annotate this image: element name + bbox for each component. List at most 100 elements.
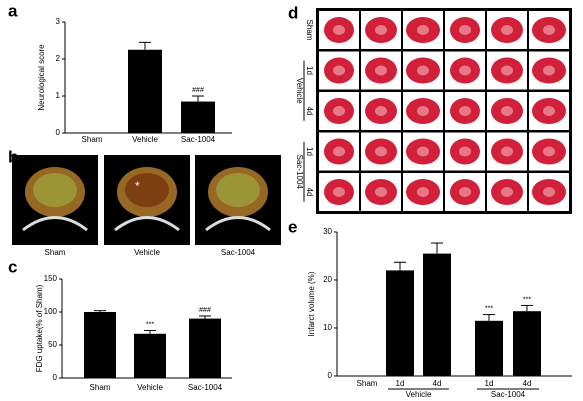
- y-tick-label: 50: [48, 340, 57, 349]
- error-bar: [94, 310, 106, 312]
- slice-detail: [375, 25, 387, 35]
- bar: [513, 311, 541, 376]
- slice-detail: [543, 187, 555, 197]
- brain-scan: [33, 173, 77, 207]
- error-bar: [199, 315, 211, 319]
- slice-detail: [459, 187, 471, 197]
- slice-detail: [501, 25, 513, 35]
- slice-detail: [375, 65, 387, 76]
- y-tick-label: 150: [44, 274, 58, 283]
- slice-detail: [543, 25, 555, 35]
- significance: ***: [523, 296, 531, 303]
- slice-detail: [417, 25, 429, 35]
- skull: [114, 216, 180, 232]
- row-label: 4d: [305, 188, 314, 197]
- x-tick-label: Sac-1004: [181, 135, 216, 144]
- y-tick-label: 100: [44, 307, 58, 316]
- x-tick-label: 1d: [396, 379, 405, 388]
- slice-detail: [333, 106, 345, 116]
- brain-scan: [125, 173, 169, 207]
- row-label: 4d: [305, 107, 314, 116]
- slice-detail: [375, 146, 387, 157]
- y-tick-label: 2: [56, 54, 61, 63]
- bar: [475, 320, 503, 376]
- image-label: Vehicle: [134, 248, 160, 257]
- y-axis-label: Neurological score: [37, 44, 46, 111]
- slice-detail: [459, 146, 471, 157]
- y-tick-label: 10: [323, 323, 332, 332]
- error-bar: [192, 95, 204, 102]
- slice-detail: [417, 65, 429, 76]
- slice-detail: [375, 106, 387, 116]
- skull: [22, 216, 88, 232]
- bar: [181, 101, 215, 133]
- skull: [205, 216, 271, 232]
- slice-detail: [333, 187, 345, 197]
- x-tick-label: 4d: [433, 379, 442, 388]
- panel-letter: c: [8, 257, 17, 276]
- group-label: Vehicle: [295, 78, 304, 104]
- x-tick-label: Vehicle: [132, 135, 158, 144]
- slice-detail: [501, 146, 513, 157]
- x-tick-label: Sham: [82, 135, 103, 144]
- error-bar: [431, 242, 443, 254]
- slice-detail: [501, 65, 513, 76]
- y-axis-label: FDG uptake(% of Sham): [35, 284, 44, 372]
- bar: [189, 318, 221, 378]
- group-label: Sac-1004: [491, 390, 526, 399]
- y-tick-label: 30: [323, 227, 332, 236]
- slice-detail: [333, 65, 345, 76]
- slice-detail: [375, 187, 387, 197]
- y-tick-label: 0: [53, 373, 58, 382]
- x-tick-label: Sham: [90, 383, 111, 392]
- group-label: Sac-1004: [295, 155, 304, 190]
- row-label: Sham: [305, 20, 314, 41]
- slice-detail: [417, 187, 429, 197]
- row-label: 1d: [305, 147, 314, 156]
- significance: ###: [199, 307, 211, 314]
- slice-detail: [459, 106, 471, 116]
- slice-detail: [417, 146, 429, 157]
- image-label: Sham: [45, 248, 66, 257]
- bar: [84, 312, 116, 378]
- y-tick-label: 1: [56, 91, 61, 100]
- y-axis-label: Infarct volume (%): [307, 271, 316, 336]
- image-label: Sac-1004: [221, 248, 256, 257]
- bar: [423, 253, 451, 376]
- marker: *: [135, 179, 140, 193]
- error-bar: [144, 329, 156, 334]
- y-tick-label: 0: [328, 371, 333, 380]
- slice-detail: [459, 65, 471, 76]
- x-tick-label: 4d: [523, 379, 532, 388]
- x-tick-label: Sham: [357, 379, 378, 388]
- error-bar: [521, 304, 533, 312]
- significance: ***: [485, 305, 493, 312]
- bar: [386, 270, 414, 376]
- row-label: 1d: [305, 66, 314, 75]
- panel-letter: e: [288, 217, 297, 236]
- bar: [134, 333, 166, 378]
- significance: ***: [146, 321, 154, 328]
- group-label: Vehicle: [406, 390, 432, 399]
- significance: ###: [192, 87, 204, 94]
- y-tick-label: 3: [56, 17, 61, 26]
- x-tick-label: 1d: [485, 379, 494, 388]
- slice-detail: [333, 25, 345, 35]
- slice-detail: [501, 187, 513, 197]
- slice-detail: [333, 146, 345, 157]
- error-bar: [139, 41, 151, 50]
- panel-letter: a: [8, 1, 18, 20]
- bar: [128, 49, 162, 133]
- error-bar: [394, 261, 406, 271]
- brain-scan: [216, 173, 260, 207]
- slice-detail: [501, 106, 513, 116]
- error-bar: [483, 314, 495, 321]
- y-tick-label: 20: [323, 275, 332, 284]
- slice-detail: [459, 25, 471, 35]
- y-tick-label: 0: [56, 128, 61, 137]
- slice-detail: [543, 65, 555, 76]
- x-tick-label: Vehicle: [137, 383, 163, 392]
- panel-letter: d: [288, 3, 298, 22]
- slice-detail: [543, 106, 555, 116]
